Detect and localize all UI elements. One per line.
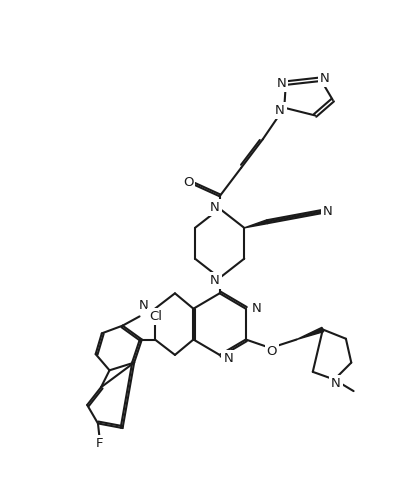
Text: N: N	[276, 78, 286, 90]
Text: F: F	[96, 437, 103, 450]
Text: N: N	[275, 104, 285, 118]
Text: Cl: Cl	[149, 310, 162, 323]
Text: O: O	[183, 176, 193, 189]
Text: N: N	[139, 299, 149, 312]
Text: N: N	[210, 274, 220, 286]
Polygon shape	[244, 220, 268, 228]
Text: N: N	[323, 205, 332, 218]
Polygon shape	[297, 328, 324, 340]
Text: N: N	[331, 377, 341, 390]
Text: N: N	[252, 302, 262, 315]
Text: N: N	[210, 200, 220, 213]
Text: N: N	[320, 72, 330, 85]
Text: O: O	[267, 344, 277, 358]
Text: N: N	[224, 352, 233, 366]
